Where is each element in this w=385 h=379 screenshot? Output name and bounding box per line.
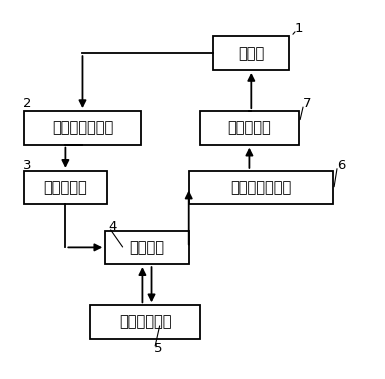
Bar	[23, 171, 107, 204]
Text: 功率放大器: 功率放大器	[44, 180, 87, 195]
Text: 3: 3	[22, 159, 31, 172]
Text: 导波阵列探头: 导波阵列探头	[119, 315, 171, 330]
Bar	[105, 230, 189, 264]
Text: 1: 1	[295, 22, 303, 35]
Text: 2: 2	[22, 97, 31, 110]
Text: 转换开关: 转换开关	[129, 240, 164, 255]
Bar	[23, 111, 141, 145]
Bar	[213, 36, 289, 70]
Text: 5: 5	[154, 342, 162, 355]
Text: 4: 4	[108, 220, 117, 233]
Text: 计算机: 计算机	[238, 46, 264, 61]
Text: 任意波形发生器: 任意波形发生器	[52, 121, 113, 135]
Bar	[189, 171, 333, 204]
Text: 检测信号放大器: 检测信号放大器	[230, 180, 291, 195]
Text: 数据采集卡: 数据采集卡	[228, 121, 271, 135]
Bar	[200, 111, 299, 145]
Text: 7: 7	[303, 97, 312, 110]
Bar	[90, 305, 200, 339]
Text: 6: 6	[337, 159, 346, 172]
